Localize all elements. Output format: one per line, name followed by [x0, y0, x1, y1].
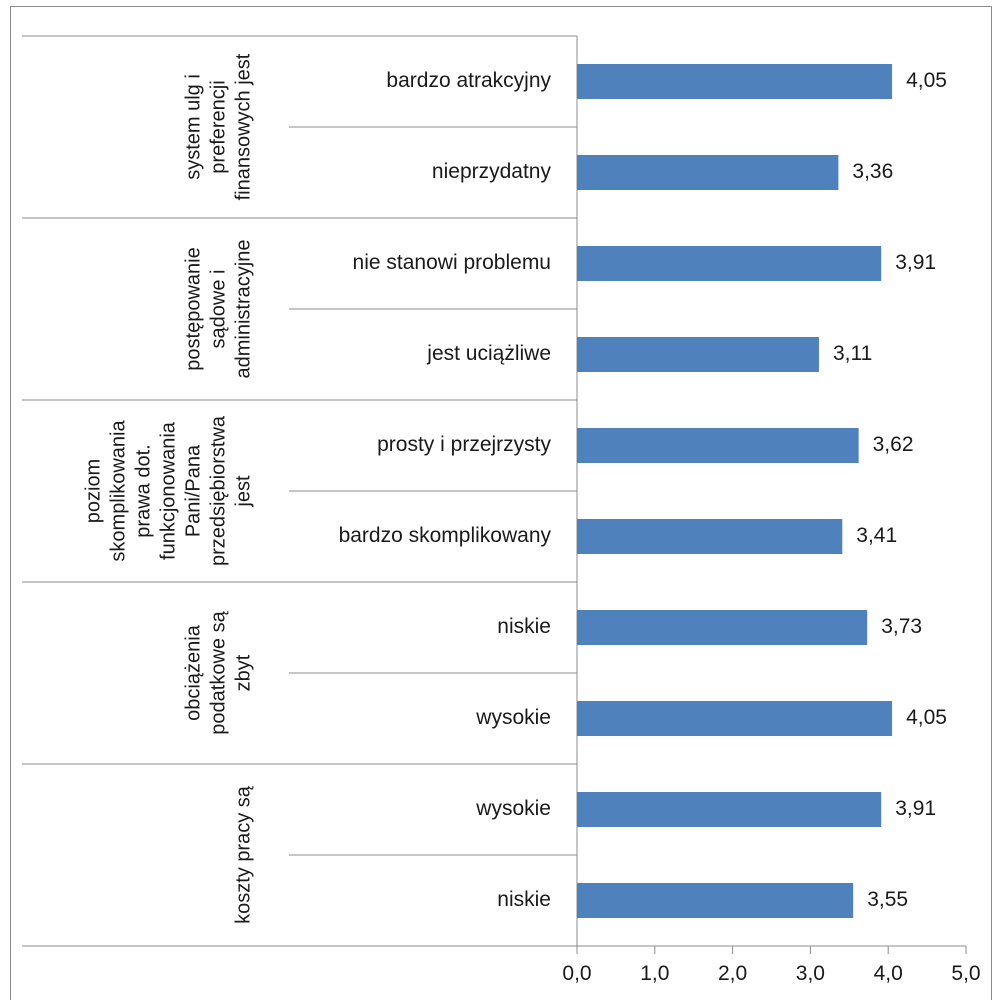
group-label: jest: [232, 475, 254, 508]
group-label: obciążenia: [182, 624, 204, 721]
data-label: 4,05: [906, 69, 947, 92]
data-label: 3,36: [852, 160, 893, 183]
group-label: poziom: [82, 459, 104, 523]
category-label: prosty i przejrzysty: [377, 433, 551, 456]
group-label: finansowych jest: [232, 53, 254, 200]
group-label: koszty pracy są: [232, 785, 254, 924]
group-label: preferencji: [207, 80, 229, 173]
x-tick-label: 3,0: [796, 962, 825, 985]
bar: [577, 64, 893, 99]
bar: [577, 337, 819, 372]
group-label: postępowanie: [182, 247, 204, 370]
category-label: wysokie: [475, 797, 551, 820]
data-label: 3,55: [867, 888, 908, 911]
group-label: Pani/Pana: [182, 444, 204, 537]
group-label: podatkowe są: [207, 610, 229, 734]
data-label: 3,91: [895, 797, 936, 820]
category-label: nieprzydatny: [432, 160, 552, 183]
data-label: 3,62: [873, 433, 914, 456]
group-label: funkcjonowania: [157, 421, 179, 560]
category-label: wysokie: [475, 706, 551, 729]
group-label: przedsiębiorstwa: [207, 415, 229, 566]
group-label: zbyt: [232, 654, 254, 691]
group-label: sądowe i: [207, 270, 229, 349]
bar: [577, 610, 868, 645]
data-label: 3,91: [895, 251, 936, 274]
x-tick-label: 5,0: [951, 962, 980, 985]
category-label: niskie: [497, 615, 551, 638]
x-tick-label: 4,0: [874, 962, 903, 985]
bar: [577, 428, 859, 463]
group-label: system ulg i: [182, 74, 204, 180]
category-label: niskie: [497, 888, 551, 911]
data-label: 3,41: [856, 524, 897, 547]
data-label: 4,05: [906, 706, 947, 729]
bar: [577, 246, 882, 281]
category-label: bardzo atrakcyjny: [386, 69, 551, 92]
x-tick-label: 0,0: [562, 962, 591, 985]
bar: [577, 519, 843, 554]
bar: [577, 792, 882, 827]
category-label: nie stanowi problemu: [353, 251, 551, 274]
group-label: skomplikowania: [107, 420, 129, 562]
bar: [577, 701, 893, 736]
bar: [577, 155, 839, 190]
category-label: jest uciążliwe: [426, 342, 551, 365]
x-tick-label: 2,0: [718, 962, 747, 985]
bar: [577, 883, 854, 918]
data-label: 3,73: [881, 615, 922, 638]
x-tick-label: 1,0: [640, 962, 669, 985]
group-label: administracyjne: [232, 240, 254, 379]
category-label: bardzo skomplikowany: [339, 524, 552, 547]
data-label: 3,11: [833, 342, 872, 365]
group-label: prawa dot.: [132, 444, 154, 537]
